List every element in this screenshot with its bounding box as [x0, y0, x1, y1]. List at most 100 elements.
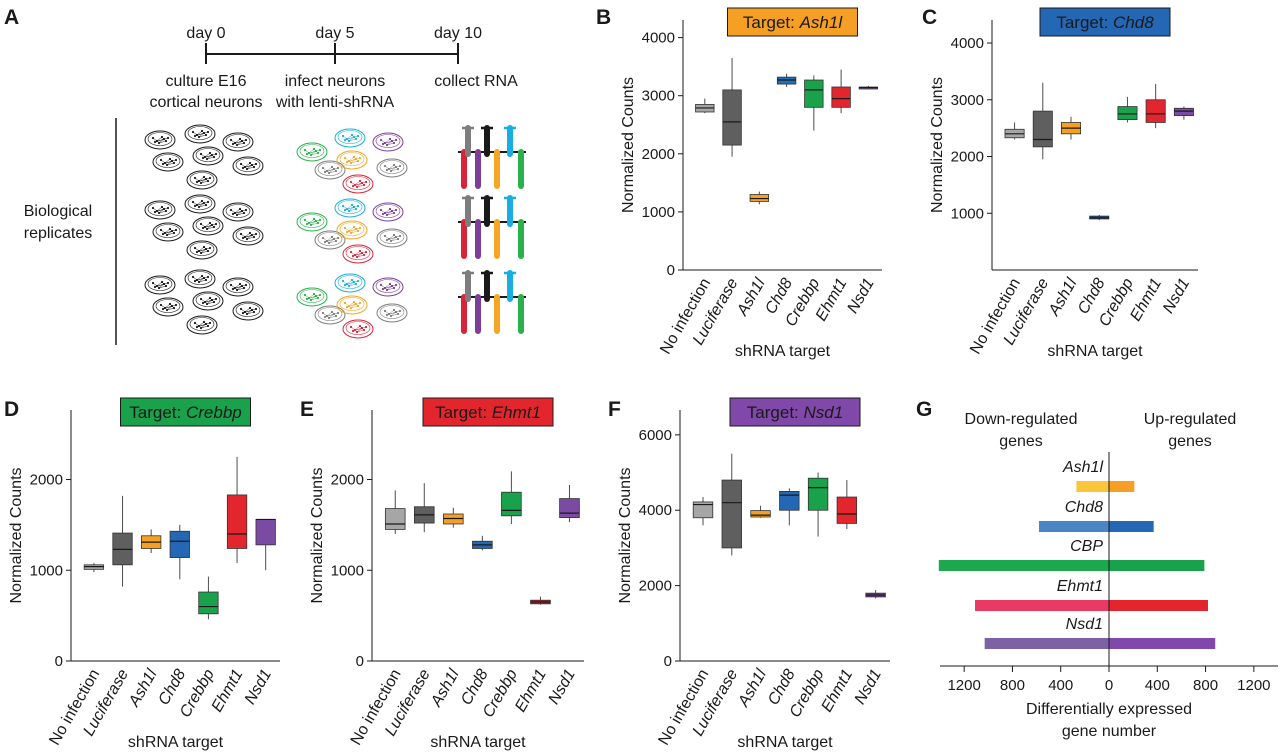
target-title-prefix: Target: [435, 403, 492, 422]
replicates-label: replicates [24, 225, 92, 242]
neuron-mark [206, 130, 210, 134]
culture-dish [232, 156, 264, 176]
neuron-mark [364, 180, 368, 184]
neuron-mark [336, 311, 340, 315]
box-iqr-ehmt1 [1145, 99, 1166, 123]
culture-dish [144, 275, 176, 295]
x-tick-label: 1200 [1237, 677, 1270, 694]
neuron-mark [244, 283, 248, 287]
down-bar-ehmt1 [975, 600, 1109, 611]
dish-rim [189, 317, 215, 331]
y-tick-label: 1000 [30, 562, 63, 579]
neurite-mark [242, 233, 257, 239]
neuron-mark [174, 158, 178, 162]
neuron-mark [358, 301, 362, 305]
neurite-mark [386, 165, 401, 171]
y-tick-label: 1000 [642, 204, 675, 221]
neurite-mark [324, 237, 339, 243]
target-title-box [1039, 7, 1171, 37]
dish-outline [342, 319, 374, 339]
box-iqr-chd8 [169, 530, 190, 558]
target-title-prefix: Target: [743, 13, 800, 32]
dish-rim [375, 279, 401, 293]
neurite-mark [344, 280, 359, 286]
neurite-mark [348, 208, 357, 212]
neuron-mark [208, 321, 212, 325]
neuron-mark [398, 309, 402, 313]
neurite-mark [344, 205, 359, 211]
neurite-mark [166, 232, 175, 236]
dish-outline [296, 287, 328, 307]
x-tick-label: 800 [1193, 677, 1218, 694]
culture-dish [336, 150, 368, 170]
box-iqr-no-infection [384, 508, 406, 530]
neurite-mark [350, 160, 359, 164]
dish-outline [186, 170, 218, 190]
dish-rim [339, 152, 365, 166]
culture-dish [186, 240, 218, 260]
culture-dish [152, 152, 184, 172]
culture-dish [192, 291, 224, 311]
target-title: Target: Ash1l [743, 13, 843, 32]
up-bar-nsd1 [1109, 638, 1216, 649]
box-iqr-ash1l [750, 510, 771, 518]
neurite-mark [346, 157, 361, 163]
neurite-mark [236, 142, 245, 146]
neuron-mark [394, 208, 398, 212]
culture-dish [144, 130, 176, 150]
neurite-mark [206, 301, 215, 305]
culture-dish [314, 305, 346, 325]
target-title-prefix: Target: [129, 403, 186, 422]
neuron-mark [244, 208, 248, 212]
neurite-mark [328, 240, 337, 244]
dish-outline [232, 156, 264, 176]
neurite-mark [348, 283, 357, 287]
y-tick-label: 2000 [951, 149, 984, 166]
dish-rim [375, 134, 401, 148]
neuron-mark [166, 136, 170, 140]
timeline-step-label: cortical neurons [150, 94, 263, 111]
dish-outline [192, 146, 224, 166]
neurite-mark [206, 226, 215, 230]
culture-dish [342, 319, 374, 339]
target-title-box [422, 397, 554, 427]
neuron-mark [166, 206, 170, 210]
x-tick-label: 400 [1145, 677, 1170, 694]
neuron-mark [254, 232, 258, 236]
dish-rim [317, 232, 343, 246]
target-title-gene: Ehmt1 [492, 403, 541, 422]
dish-rim [155, 299, 181, 313]
y-axis-label: Normalized Counts [929, 77, 946, 213]
category-label: Nsd1 [242, 667, 275, 708]
dish-outline [144, 275, 176, 295]
neuron-mark [318, 148, 322, 152]
neurite-mark [198, 204, 207, 208]
neuron-mark [356, 204, 360, 208]
y-axis-label: Normalized Counts [617, 467, 634, 603]
dish-rim [187, 126, 213, 140]
culture-dish [152, 297, 184, 317]
neurite-mark [344, 135, 359, 141]
timeline-day-label: day 5 [315, 25, 354, 42]
neurite-mark [194, 276, 209, 282]
down-bar-nsd1 [984, 638, 1109, 649]
box-iqr-chd8 [779, 490, 800, 511]
neuron-mark [214, 152, 218, 156]
dish-rim [147, 277, 173, 291]
neurite-mark [310, 297, 319, 301]
dish-rim [187, 271, 213, 285]
neuron-mark [356, 279, 360, 283]
neuron-mark [356, 134, 360, 138]
neurite-mark [200, 180, 209, 184]
neurite-mark [154, 282, 169, 288]
down-regulated-title: genes [999, 433, 1043, 450]
box-iqr-luciferase [721, 479, 742, 549]
neuron-mark [254, 162, 258, 166]
neurite-mark [242, 163, 257, 169]
neurite-mark [390, 168, 399, 172]
dish-outline [152, 297, 184, 317]
neurite-mark [196, 322, 211, 328]
neurite-mark [382, 284, 397, 290]
neurite-mark [356, 329, 365, 333]
